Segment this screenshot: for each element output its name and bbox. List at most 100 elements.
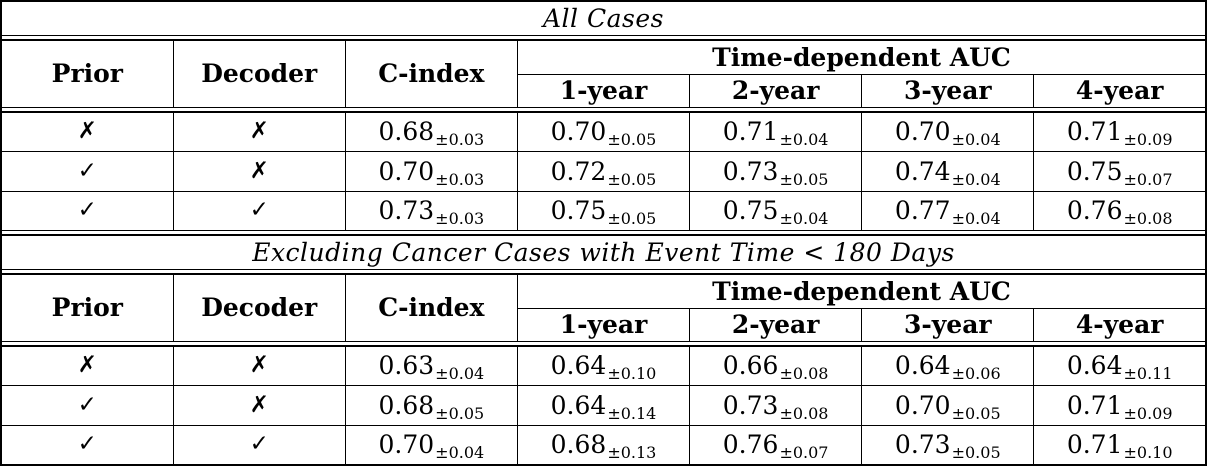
metric-value: 0.64±0.10 bbox=[516, 345, 691, 387]
rule-cell bbox=[1, 229, 1206, 236]
value-stddev: ±0.09 bbox=[1123, 130, 1173, 150]
metric-value: 0.70±0.05 bbox=[861, 385, 1035, 426]
value-mean: 0.76 bbox=[722, 430, 779, 460]
cross-icon: ✗ bbox=[249, 352, 269, 379]
table-row: ✗ ✗ 0.68±0.03 0.70±0.05 0.71±0.04 0.70±0.04 0.… bbox=[0, 111, 1207, 153]
table-row: ✓ ✓ 0.70±0.04 0.68±0.13 0.76±0.07 0.73±0.05 0.… bbox=[0, 424, 1207, 466]
check-icon: ✓ bbox=[77, 157, 97, 184]
metric-value: 0.71±0.04 bbox=[689, 111, 863, 153]
double-rule bbox=[1, 269, 1206, 276]
value-mean: 0.73 bbox=[894, 430, 951, 460]
metric-value: 0.66±0.08 bbox=[689, 345, 863, 387]
check-icon: ✓ bbox=[77, 391, 97, 418]
col-header-cindex: C-index bbox=[344, 273, 518, 342]
metric-value: 0.70±0.04 bbox=[344, 424, 518, 466]
rule-cell bbox=[1, 35, 1206, 42]
check-icon: ✓ bbox=[77, 197, 97, 224]
value-mean: 0.70 bbox=[894, 117, 951, 147]
prior-cell: ✗ bbox=[0, 345, 174, 387]
value-stddev: ±0.04 bbox=[435, 364, 485, 384]
value-stddev: ±0.05 bbox=[435, 403, 485, 423]
value-mean: 0.68 bbox=[550, 430, 607, 460]
col-header-4year: 4-year bbox=[1033, 307, 1207, 342]
value-stddev: ±0.03 bbox=[435, 130, 485, 150]
section-all-cases-data: ✗ ✗ 0.68±0.03 0.70±0.05 0.71±0.04 0.70±0.04 0.… bbox=[0, 111, 1207, 231]
metric-value: 0.71±0.10 bbox=[1033, 424, 1207, 466]
col-header-prior: Prior bbox=[0, 39, 174, 108]
subheader-row: 1-year 2-year 3-year 4-year bbox=[1, 73, 1207, 108]
value-mean: 0.66 bbox=[722, 351, 779, 381]
value-stddev: ±0.04 bbox=[951, 130, 1001, 150]
value-mean: 0.76 bbox=[1066, 195, 1123, 225]
value-mean: 0.70 bbox=[894, 390, 951, 420]
value-mean: 0.71 bbox=[722, 117, 779, 147]
metric-value: 0.68±0.03 bbox=[344, 111, 518, 153]
col-header-2year: 2-year bbox=[689, 307, 863, 342]
value-stddev: ±0.04 bbox=[779, 130, 829, 150]
value-mean: 0.73 bbox=[722, 156, 779, 186]
metric-value: 0.73±0.05 bbox=[689, 151, 863, 192]
cross-icon: ✗ bbox=[77, 352, 97, 379]
decoder-cell: ✗ bbox=[172, 385, 346, 426]
metric-value: 0.76±0.07 bbox=[689, 424, 863, 466]
value-stddev: ±0.07 bbox=[1123, 169, 1173, 189]
metric-value: 0.71±0.09 bbox=[1033, 385, 1207, 426]
prior-cell: ✓ bbox=[0, 190, 174, 231]
table-row: ✓ ✓ 0.73±0.03 0.75±0.05 0.75±0.04 0.77±0.04 0.… bbox=[0, 190, 1207, 231]
metric-value: 0.75±0.04 bbox=[689, 190, 863, 231]
value-mean: 0.71 bbox=[1066, 390, 1123, 420]
metric-value: 0.68±0.13 bbox=[516, 424, 691, 466]
metric-value: 0.70±0.04 bbox=[861, 111, 1035, 153]
metric-value: 0.64±0.11 bbox=[1033, 345, 1207, 387]
value-mean: 0.75 bbox=[1066, 156, 1123, 186]
table-row: ✓ ✗ 0.70±0.03 0.72±0.05 0.73±0.05 0.74±0.04 0.… bbox=[0, 151, 1207, 192]
value-stddev: ±0.08 bbox=[779, 403, 829, 423]
table-row: ✗ ✗ 0.63±0.04 0.64±0.10 0.66±0.08 0.64±0.06 0.… bbox=[0, 345, 1207, 387]
decoder-cell: ✓ bbox=[172, 190, 346, 231]
metric-value: 0.75±0.05 bbox=[516, 190, 691, 231]
table-row: ✓ ✗ 0.68±0.05 0.64±0.14 0.73±0.08 0.70±0.05 0.… bbox=[0, 385, 1207, 426]
cross-icon: ✗ bbox=[77, 118, 97, 145]
value-stddev: ±0.04 bbox=[435, 443, 485, 463]
value-mean: 0.77 bbox=[894, 195, 951, 225]
value-stddev: ±0.04 bbox=[779, 208, 829, 228]
value-stddev: ±0.05 bbox=[607, 208, 657, 228]
col-header-4year: 4-year bbox=[1033, 73, 1207, 108]
col-header-1year: 1-year bbox=[516, 307, 691, 342]
header-row: Prior Decoder C-index Time-dependent AUC bbox=[0, 273, 1207, 342]
cross-icon: ✗ bbox=[249, 391, 269, 418]
value-stddev: ±0.09 bbox=[1123, 403, 1173, 423]
value-mean: 0.73 bbox=[378, 195, 435, 225]
metric-value: 0.70±0.03 bbox=[344, 151, 518, 192]
value-stddev: ±0.14 bbox=[607, 403, 657, 423]
metric-value: 0.70±0.05 bbox=[516, 111, 691, 153]
metric-value: 0.77±0.04 bbox=[861, 190, 1035, 231]
value-mean: 0.75 bbox=[550, 195, 607, 225]
value-mean: 0.64 bbox=[894, 351, 951, 381]
section-title-excluding: Excluding Cancer Cases with Event Time <… bbox=[1, 234, 1206, 271]
prior-cell: ✗ bbox=[0, 111, 174, 153]
value-mean: 0.63 bbox=[378, 351, 435, 381]
cross-icon: ✗ bbox=[249, 157, 269, 184]
metric-value: 0.63±0.04 bbox=[344, 345, 518, 387]
metric-value: 0.71±0.09 bbox=[1033, 111, 1207, 153]
decoder-cell: ✓ bbox=[172, 424, 346, 466]
metric-value: 0.74±0.04 bbox=[861, 151, 1035, 192]
value-stddev: ±0.10 bbox=[1123, 443, 1173, 463]
col-header-prior: Prior bbox=[0, 273, 174, 342]
value-stddev: ±0.03 bbox=[435, 169, 485, 189]
metric-value: 0.73±0.03 bbox=[344, 190, 518, 231]
col-header-3year: 3-year bbox=[861, 73, 1035, 108]
section-excluding-header: Excluding Cancer Cases with Event Time <… bbox=[0, 229, 1207, 347]
value-mean: 0.70 bbox=[550, 117, 607, 147]
decoder-cell: ✗ bbox=[172, 111, 346, 153]
value-mean: 0.73 bbox=[722, 390, 779, 420]
double-rule bbox=[1, 229, 1206, 236]
value-mean: 0.68 bbox=[378, 390, 435, 420]
metric-value: 0.64±0.06 bbox=[861, 345, 1035, 387]
value-stddev: ±0.08 bbox=[1123, 208, 1173, 228]
value-stddev: ±0.05 bbox=[607, 169, 657, 189]
section-title-row: Excluding Cancer Cases with Event Time <… bbox=[1, 234, 1206, 271]
value-stddev: ±0.05 bbox=[779, 169, 829, 189]
